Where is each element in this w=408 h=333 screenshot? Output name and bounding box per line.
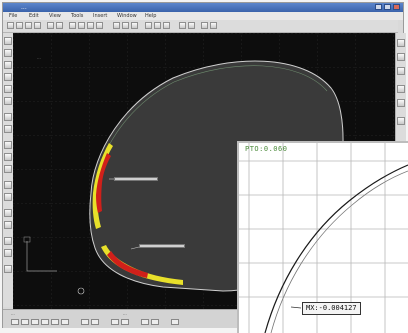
color-select-icon[interactable]: [122, 22, 129, 29]
settings-icon[interactable]: [210, 22, 217, 29]
otrack-toggle[interactable]: [61, 319, 69, 325]
deviation-band-red-lower: [107, 251, 148, 278]
maximize-button[interactable]: [384, 4, 391, 10]
move-icon[interactable]: [4, 209, 12, 217]
hatch-icon[interactable]: [4, 265, 12, 273]
layout-toggle[interactable]: [91, 319, 99, 325]
callout-box-lower: [139, 244, 185, 248]
menu-edit[interactable]: Edit: [29, 13, 39, 19]
status-left-text: ...: [11, 311, 15, 316]
print-icon[interactable]: [34, 22, 41, 29]
origin-marker: [77, 287, 85, 295]
status-bar: ... ...: [3, 309, 248, 328]
circle-icon[interactable]: [4, 73, 12, 81]
spline-icon[interactable]: [4, 97, 12, 105]
view-side-icon[interactable]: [397, 67, 405, 75]
ucs-origin-box: [23, 236, 31, 243]
deviation-readout: MX:-0.004127: [302, 302, 361, 315]
ortho-toggle[interactable]: [31, 319, 39, 325]
point-icon[interactable]: [4, 85, 12, 93]
left-toolbar: [3, 33, 14, 307]
callout-box-upper: [114, 177, 158, 181]
menu-bar: File Edit View Tools Insert Window Help: [3, 12, 403, 20]
offset-icon[interactable]: [4, 141, 12, 149]
title-bar: ...: [3, 3, 403, 12]
osnap-toggle[interactable]: [51, 319, 59, 325]
linetype-icon[interactable]: [131, 22, 138, 29]
line-icon[interactable]: [4, 49, 12, 57]
inset-measured-curve: [264, 164, 408, 333]
copy-icon[interactable]: [4, 221, 12, 229]
pan-icon[interactable]: [78, 22, 85, 29]
view-top-icon[interactable]: [397, 39, 405, 47]
scale-icon[interactable]: [4, 237, 12, 245]
menu-tools[interactable]: Tools: [71, 13, 84, 19]
menu-help[interactable]: Help: [145, 13, 157, 19]
undo-icon[interactable]: [47, 22, 54, 29]
units-status[interactable]: [121, 319, 129, 325]
osnap-icon[interactable]: [163, 22, 170, 29]
menu-window[interactable]: Window: [117, 13, 137, 19]
color-status[interactable]: [151, 319, 159, 325]
model-toggle[interactable]: [81, 319, 89, 325]
arc-icon[interactable]: [4, 61, 12, 69]
erase-icon[interactable]: [4, 249, 12, 257]
shade-toolbar-icon[interactable]: [188, 22, 195, 29]
dimension-icon[interactable]: [4, 113, 12, 121]
menu-view[interactable]: View: [49, 13, 61, 19]
inset-graphics: [239, 143, 408, 333]
measure-leader: [290, 306, 302, 309]
fit-icon[interactable]: [87, 22, 94, 29]
ucs-axis-indicator: [26, 241, 57, 272]
new-icon[interactable]: [7, 22, 14, 29]
window-title: ...: [21, 4, 27, 11]
zoom-inset-panel: PTO:0.060 MX:-0.004127: [237, 141, 408, 333]
snap-icon[interactable]: [145, 22, 152, 29]
grid-toggle[interactable]: [21, 319, 29, 325]
minimize-button[interactable]: [375, 4, 382, 10]
grid-icon[interactable]: [397, 117, 405, 125]
lineweight-toggle[interactable]: [141, 319, 149, 325]
measure-icon[interactable]: [96, 22, 103, 29]
layer-icon[interactable]: [4, 125, 12, 133]
main-toolbar: [3, 20, 398, 33]
inset-grid: [239, 143, 408, 333]
coords-status[interactable]: [171, 319, 179, 325]
redo-icon[interactable]: [56, 22, 63, 29]
ortho-icon[interactable]: [154, 22, 161, 29]
zoom-icon[interactable]: [69, 22, 76, 29]
inset-nominal-curve: [270, 170, 408, 333]
render-icon[interactable]: [179, 22, 186, 29]
mirror-icon[interactable]: [4, 181, 12, 189]
viewport-label: ...: [37, 55, 41, 60]
shade-icon[interactable]: [397, 99, 405, 107]
layer-select-icon[interactable]: [113, 22, 120, 29]
zoom-status[interactable]: [111, 319, 119, 325]
close-button[interactable]: [393, 4, 400, 10]
rotate-icon[interactable]: [397, 85, 405, 93]
snap-toggle[interactable]: [11, 319, 19, 325]
status-right-text: ...: [123, 311, 127, 316]
deviation-band-red-upper: [96, 153, 111, 213]
open-icon[interactable]: [16, 22, 23, 29]
extend-icon[interactable]: [4, 165, 12, 173]
callout-leader-lower: [130, 246, 140, 250]
inset-header-label: PTO:0.060: [245, 145, 288, 153]
properties-icon[interactable]: [201, 22, 208, 29]
menu-file[interactable]: File: [9, 13, 18, 19]
menu-insert[interactable]: Insert: [93, 13, 108, 19]
view-front-icon[interactable]: [397, 53, 405, 61]
polar-toggle[interactable]: [41, 319, 49, 325]
select-icon[interactable]: [4, 37, 12, 45]
trim-icon[interactable]: [4, 153, 12, 161]
save-icon[interactable]: [25, 22, 32, 29]
array-icon[interactable]: [4, 193, 12, 201]
